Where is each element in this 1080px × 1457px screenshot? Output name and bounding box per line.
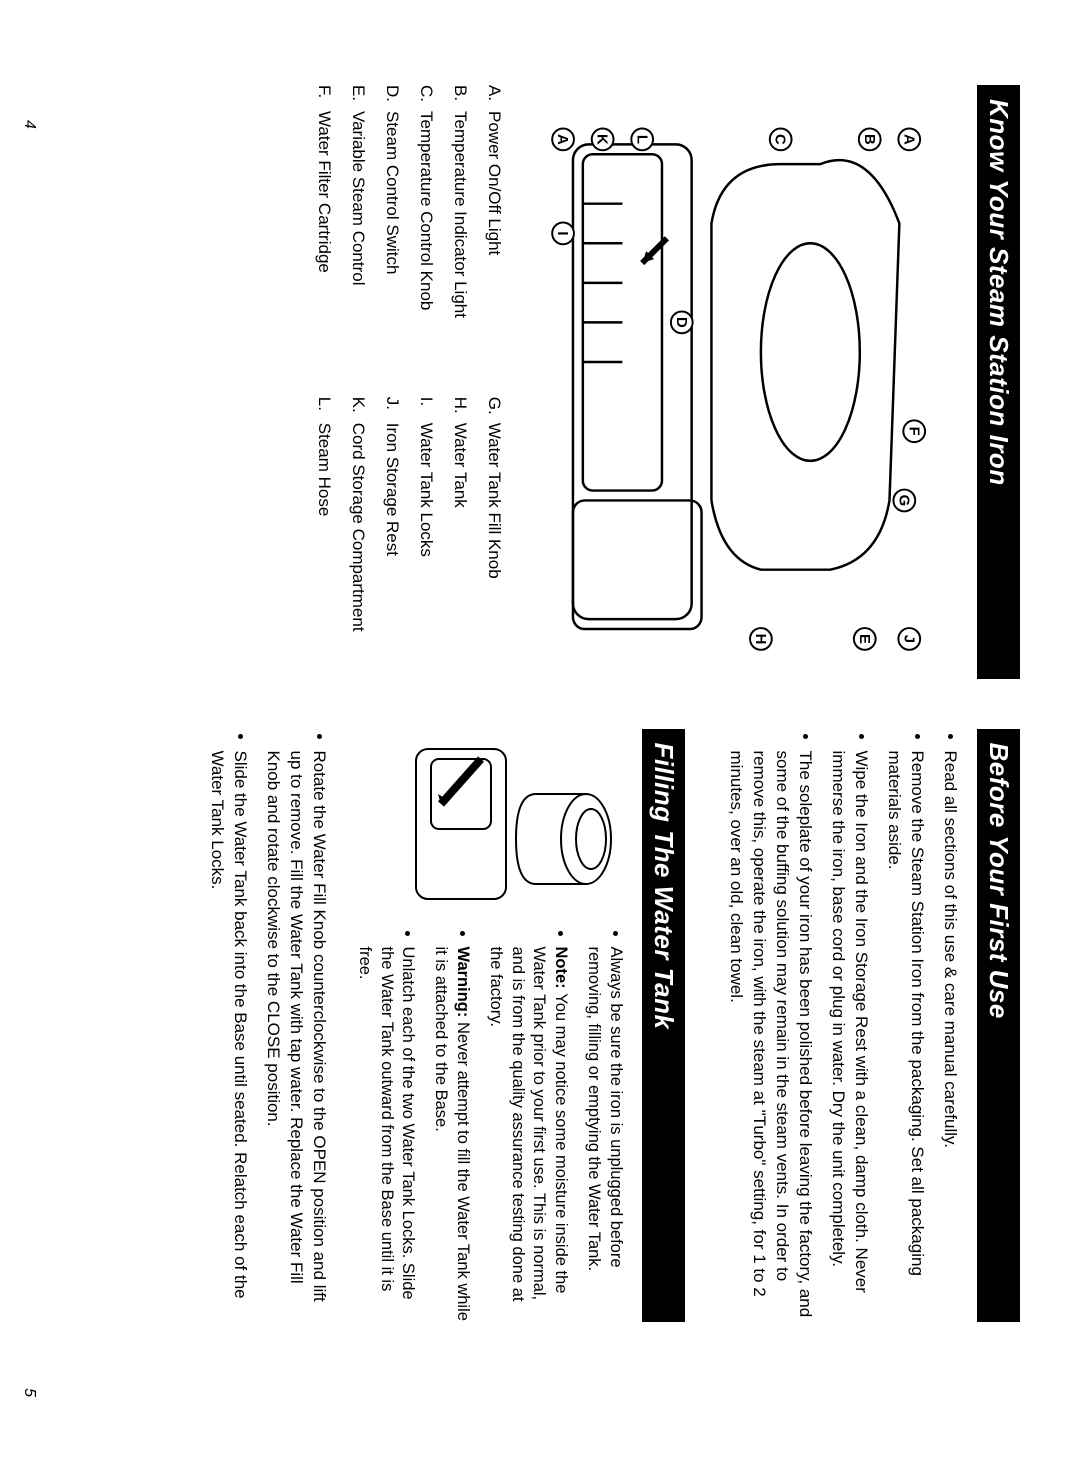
svg-text:L: L [633, 135, 649, 144]
part-row: G.Water Tank Fill Knob [477, 397, 511, 679]
page-num-left: 4 [20, 120, 38, 129]
list-item: Unlatch each of the two Water Tank Locks… [354, 947, 418, 1323]
svg-text:G: G [895, 495, 911, 507]
list-item: Note: You may notice some moisture insid… [485, 947, 571, 1323]
filling-bullets: Always be sure the iron is unplugged bef… [342, 927, 626, 1323]
part-row: I.Water Tank Locks [409, 397, 443, 679]
svg-text:C: C [772, 134, 788, 145]
svg-text:B: B [861, 134, 877, 145]
page-num-right: 5 [20, 1388, 38, 1397]
filling-illustration [396, 729, 626, 909]
part-row: B.Temperature Indicator Light [443, 85, 477, 367]
left-page: Know Your Steam Station Iron [40, 60, 1020, 704]
list-item: The soleplate of your iron has been poli… [725, 751, 817, 1323]
svg-text:I: I [554, 231, 570, 235]
filling-header: Filling The Water Tank [642, 729, 685, 1323]
list-item: Warning: Never attempt to fill the Water… [430, 947, 473, 1323]
part-row: L.Steam Hose [307, 397, 341, 679]
svg-text:D: D [673, 317, 689, 328]
svg-text:A: A [900, 134, 916, 145]
list-item: Rotate the Water Fill Knob counterclockw… [261, 751, 330, 1323]
part-row: H.Water Tank [443, 397, 477, 679]
list-item: Wipe the Iron and the Iron Storage Rest … [826, 751, 872, 1323]
iron-diagram: A B C F G J E H L K A D I [541, 85, 961, 679]
part-row: D.Steam Control Switch [375, 85, 409, 367]
list-item: Remove the Steam Station Iron from the p… [882, 751, 928, 1323]
filling-row: Always be sure the iron is unplugged bef… [342, 729, 626, 1323]
water-tank-svg [396, 729, 626, 909]
part-row: C.Temperature Control Knob [409, 85, 443, 367]
before-use-header: Before Your First Use [977, 729, 1020, 1323]
know-header: Know Your Steam Station Iron [977, 85, 1020, 679]
list-item: Slide the Water Tank back into the Base … [205, 751, 251, 1323]
svg-text:F: F [905, 427, 921, 436]
filling-bottom-list: Rotate the Water Fill Knob counterclockw… [205, 729, 330, 1323]
part-row: K.Cord Storage Compartment [341, 397, 375, 679]
svg-text:K: K [594, 134, 610, 145]
right-page: Before Your First Use Read all sections … [40, 704, 1020, 1348]
list-item: Always be sure the iron is unplugged bef… [583, 947, 626, 1323]
svg-text:H: H [752, 634, 768, 645]
part-row: F.Water Filter Cartridge [307, 85, 341, 367]
iron-diagram-svg: A B C F G J E H L K A D I [541, 85, 961, 679]
list-item: Read all sections of this use & care man… [938, 751, 961, 1323]
manual-page-spread: Know Your Steam Station Iron [0, 0, 1080, 1397]
svg-text:E: E [856, 634, 872, 644]
part-row: E.Variable Steam Control [341, 85, 375, 367]
part-row: J.Iron Storage Rest [375, 397, 409, 679]
part-row: A.Power On/Off Light [477, 85, 511, 367]
page-numbers: 4 5 [20, 60, 38, 1457]
before-use-list: Read all sections of this use & care man… [725, 729, 961, 1323]
parts-legend: A.Power On/Off Light B.Temperature Indic… [307, 85, 511, 679]
parts-col-left: A.Power On/Off Light B.Temperature Indic… [307, 85, 511, 367]
filling-section: Filling The Water Tank [205, 729, 685, 1323]
svg-text:J: J [900, 635, 916, 643]
parts-col-right: G.Water Tank Fill Knob H.Water Tank I.Wa… [307, 397, 511, 679]
svg-text:A: A [554, 134, 570, 145]
